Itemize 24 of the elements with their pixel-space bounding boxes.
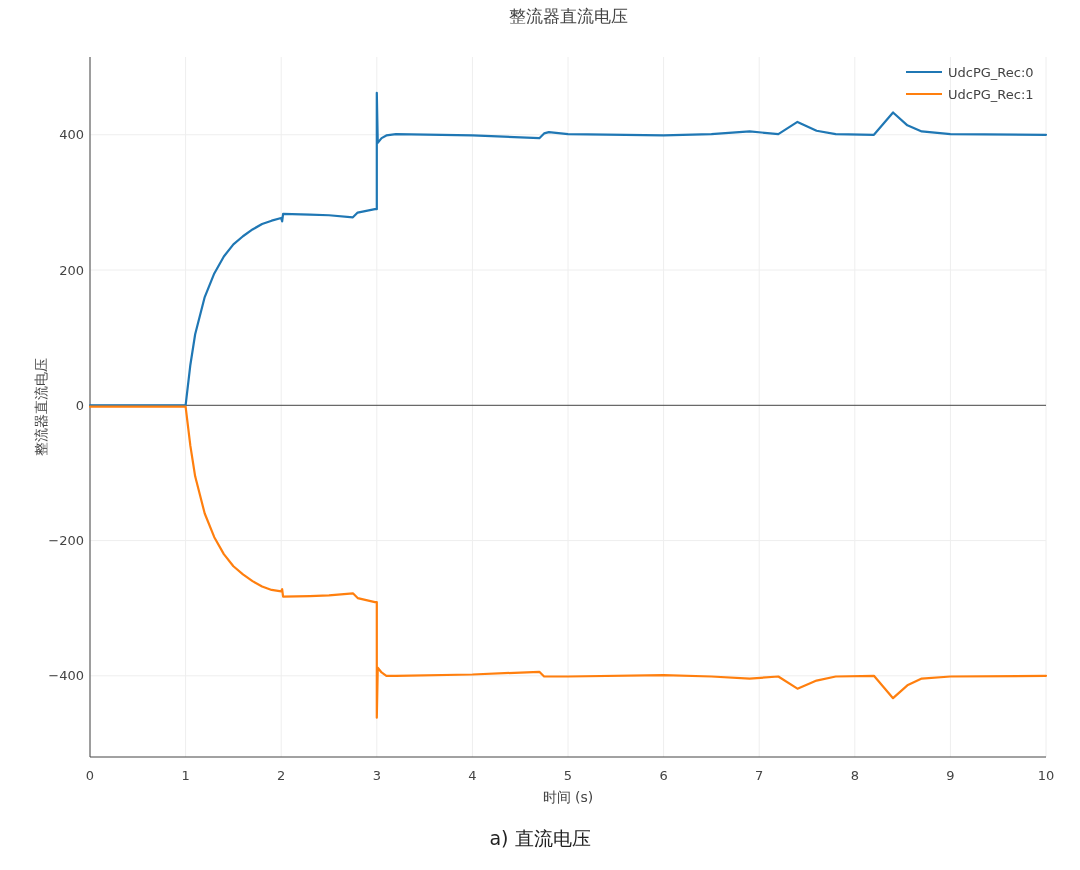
legend-label: UdcPG_Rec:0 — [948, 64, 1034, 80]
text: a) 直流电压 — [489, 827, 591, 849]
y-tick-label: 0 — [75, 397, 84, 413]
chart-title: 整流器直流电压 — [508, 6, 628, 26]
x-tick-label: 7 — [755, 767, 764, 783]
y-tick-label: 400 — [59, 127, 84, 143]
y-tick-label: −200 — [48, 533, 84, 549]
y-tick-label: −400 — [48, 668, 84, 684]
legend-label: UdcPG_Rec:1 — [948, 86, 1034, 102]
x-tick-label: 10 — [1037, 767, 1055, 783]
x-tick-label: 8 — [850, 767, 859, 783]
x-tick-label: 4 — [468, 767, 477, 783]
x-tick-label: 2 — [277, 767, 286, 783]
y-axis-title: 整流器直流电压 — [33, 358, 49, 456]
x-tick-label: 6 — [659, 767, 668, 783]
x-tick-label: 9 — [946, 767, 955, 783]
line-series — [88, 91, 1048, 407]
x-tick-label: 0 — [85, 767, 95, 783]
line-series — [88, 405, 1048, 719]
x-tick-label: 3 — [372, 767, 381, 783]
x-tick-label: 5 — [563, 767, 573, 783]
x-axis-title: 时间 (s) — [542, 789, 594, 805]
x-tick-label: 1 — [181, 767, 190, 783]
y-tick-label: 200 — [59, 262, 84, 278]
